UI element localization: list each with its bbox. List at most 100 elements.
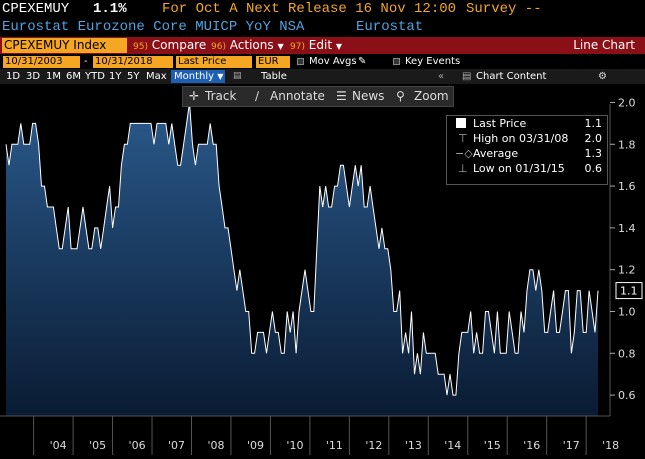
compare-button[interactable]: 95) Compare — [133, 37, 206, 54]
y-axis: 2.0 1.8 1.6 1.4 1.2 1.0 0.8 0.6 — [610, 96, 636, 402]
table-button[interactable]: Table — [261, 71, 287, 82]
period-1y[interactable]: 1Y — [109, 71, 122, 82]
x-tick-label: '08 — [207, 439, 224, 452]
chevron-down-icon: ▼ — [277, 42, 284, 51]
legend-last-label: Last Price — [473, 117, 527, 130]
date-range-bar: 10/31/2003 - 10/31/2018 Last Price EUR M… — [0, 55, 645, 69]
period-ytd[interactable]: YTD — [85, 71, 105, 82]
x-tick-label: '15 — [484, 439, 501, 452]
pencil-icon[interactable]: ✎ — [358, 56, 367, 67]
compare-number: 95) — [133, 42, 148, 52]
x-tick-label: '12 — [365, 439, 382, 452]
grid — [33, 416, 587, 455]
legend-average-label: Average — [473, 147, 519, 160]
actions-label: Actions — [229, 38, 274, 52]
high-marker-icon: ⊤ — [458, 132, 468, 145]
field-selector-label: Last Price — [178, 56, 227, 67]
key-events-label: Key Events — [405, 56, 461, 67]
field-selector[interactable]: Last Price — [176, 56, 252, 68]
chart-content-icon: ▤ — [462, 71, 472, 82]
x-tick-label: '13 — [405, 439, 422, 452]
edit-button[interactable]: 97) Edit ▼ — [290, 37, 342, 54]
y-tick-label: 0.8 — [618, 347, 636, 360]
legend-box: Last Price 1.1 ⊤ High on 03/31/08 2.0 −◇… — [446, 115, 608, 185]
legend-high-label: High on 03/31/08 — [473, 132, 569, 145]
edit-label: Edit — [308, 38, 333, 52]
edit-number: 97) — [290, 42, 305, 52]
x-tick-label: '10 — [286, 439, 303, 452]
chart-tools-bar: ✛ Track ∕ Annotate ☰ News ⚲ Zoom — [182, 86, 454, 107]
x-tick-label: '04 — [50, 439, 67, 452]
ticker-value: 1.1% — [93, 1, 127, 17]
price-line — [5, 102, 599, 396]
mov-avgs-label: Mov Avgs — [309, 56, 357, 67]
y-tick-label: 1.0 — [618, 305, 636, 318]
source-label: Eurostat — [356, 19, 424, 35]
y-tick-label: 1.2 — [618, 264, 636, 277]
mov-avgs-checkbox[interactable] — [297, 58, 304, 65]
period-1m[interactable]: 1M — [46, 71, 61, 82]
x-tick-label: '16 — [523, 439, 540, 452]
legend-high-value: 2.0 — [584, 132, 603, 145]
x-axis: '04 '05 '06 '07 '08 '09 '10 '11 '12 '13 '14 '15 '16 '… — [50, 439, 620, 452]
chevron-down-icon: ▼ — [217, 72, 224, 81]
currency-selector[interactable]: EUR — [256, 56, 290, 68]
period-6m[interactable]: 6M — [66, 71, 81, 82]
legend-low-value: 0.6 — [584, 162, 603, 175]
y-tick-label: 2.0 — [618, 96, 636, 109]
frequency-label: Monthly — [174, 71, 215, 82]
legend-swatch — [456, 118, 466, 128]
start-date-field[interactable]: 10/31/2003 — [3, 56, 80, 68]
period-max[interactable]: Max — [146, 71, 167, 82]
price-area — [6, 102, 598, 416]
end-date-field[interactable]: 10/31/2018 — [93, 56, 173, 68]
chart-type-label: Line Chart — [573, 38, 635, 52]
x-tick-label: '09 — [247, 439, 264, 452]
last-value-box — [615, 282, 643, 300]
last-value-label: 1.1 — [620, 285, 638, 298]
low-marker-icon: ⊥ — [458, 162, 468, 175]
for-period-label: For Oct A — [162, 1, 238, 17]
ticker-input[interactable]: CPEXEMUY Index — [2, 38, 127, 53]
chart-content-button[interactable]: Chart Content — [476, 71, 547, 82]
currency-label: EUR — [258, 56, 279, 67]
annotate-icon: ∕ — [255, 89, 260, 103]
compare-label: Compare — [151, 38, 207, 52]
frequency-selector[interactable]: Monthly ▼ — [171, 70, 225, 83]
gear-icon[interactable]: ⚙ — [598, 71, 607, 82]
y-tick-label: 1.6 — [618, 180, 636, 193]
security-description: Eurostat Eurozone Core MUICP YoY NSA — [2, 19, 305, 35]
average-marker-icon: −◇ — [455, 147, 473, 160]
news-icon: ☰ — [336, 89, 347, 103]
description-bar: Eurostat Eurozone Core MUICP YoY NSA Eur… — [0, 19, 645, 36]
annotate-button[interactable]: Annotate — [270, 89, 325, 103]
actions-button[interactable]: 96) Actions ▼ — [211, 37, 284, 54]
news-button[interactable]: News — [352, 89, 385, 103]
period-3d[interactable]: 3D — [26, 71, 41, 82]
chevron-down-icon: ▼ — [335, 42, 343, 51]
period-5y[interactable]: 5Y — [127, 71, 140, 82]
last-value-marker: 1.1 — [615, 282, 643, 300]
y-tick-label: 1.8 — [618, 138, 636, 151]
date-separator: - — [84, 56, 88, 67]
x-tick-label: '07 — [168, 439, 185, 452]
collapse-left-icon[interactable]: « — [438, 71, 445, 82]
zoom-button[interactable]: Zoom — [414, 89, 449, 103]
y-tick-label: 0.6 — [618, 389, 636, 402]
command-toolbar: CPEXEMUY Index 95) Compare 96) Actions ▼… — [0, 37, 645, 54]
survey-label: Survey -- — [466, 1, 542, 17]
x-tick-label: '05 — [89, 439, 106, 452]
x-tick-label: '06 — [129, 439, 146, 452]
actions-number: 96) — [211, 42, 226, 52]
legend-average-value: 1.3 — [584, 147, 603, 160]
track-button[interactable]: Track — [205, 89, 237, 103]
x-tick-label: '18 — [602, 439, 619, 452]
x-tick-label: '14 — [444, 439, 461, 452]
y-tick-label: 1.4 — [618, 222, 636, 235]
x-tick-label: '11 — [326, 439, 343, 452]
table-toggle-icon[interactable]: ▤ — [233, 71, 242, 81]
header-bar: CPEXEMUY 1.1% For Oct A Next Release 16 … — [0, 0, 645, 19]
period-1d[interactable]: 1D — [6, 71, 21, 82]
key-events-checkbox[interactable] — [393, 58, 400, 65]
x-tick-label: '17 — [563, 439, 580, 452]
